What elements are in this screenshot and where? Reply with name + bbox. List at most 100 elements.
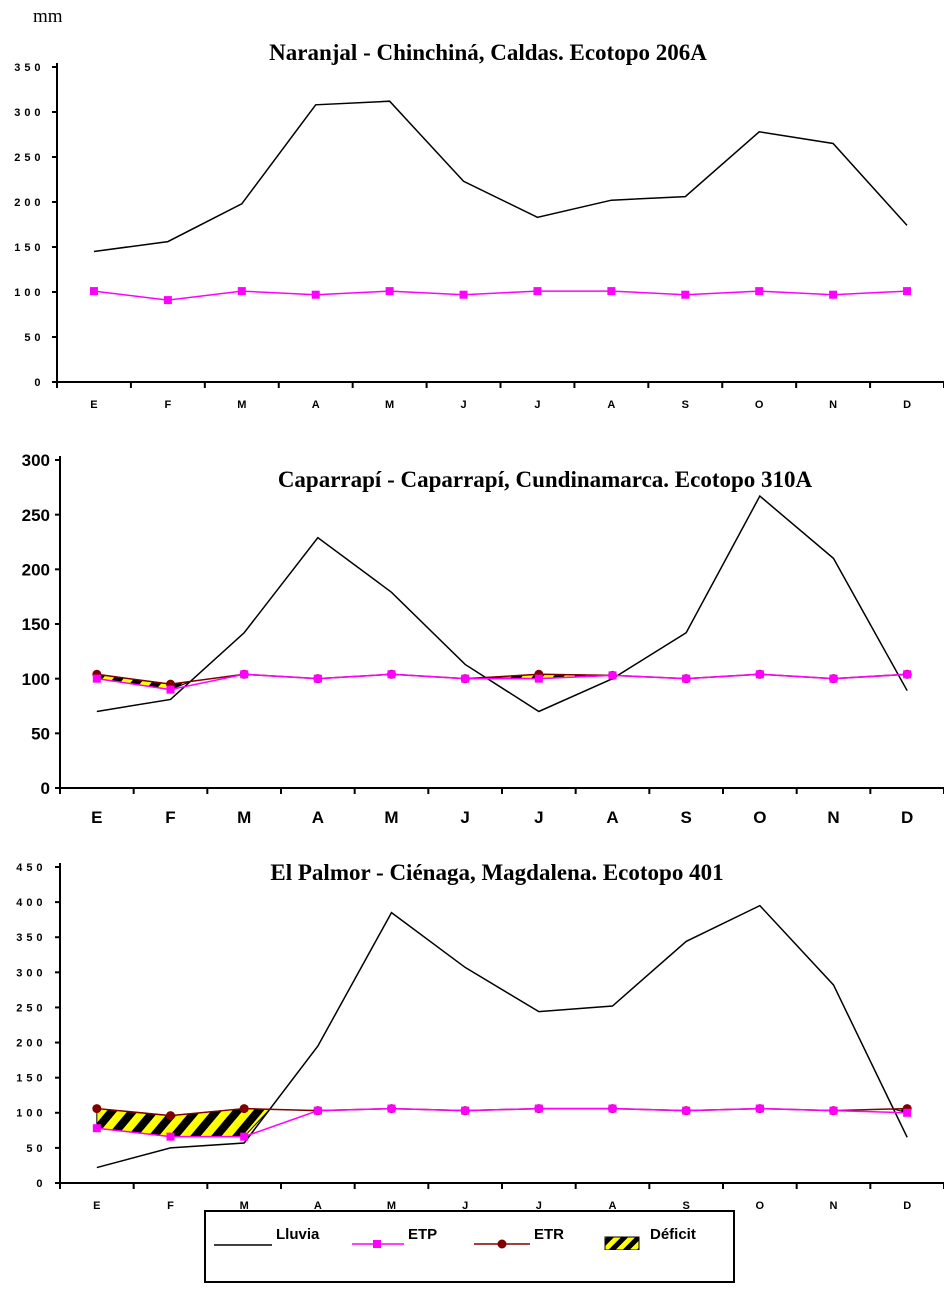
- point-etr: [166, 1111, 175, 1121]
- point-etp: [755, 1104, 764, 1113]
- legend-item-etp: ETP: [352, 1226, 452, 1250]
- point-etp: [533, 287, 542, 296]
- series-line-etp: [93, 290, 908, 301]
- point-etp: [92, 674, 101, 683]
- series-line-lluvia: [96, 904, 908, 1169]
- point-etp: [755, 670, 764, 679]
- point-etp: [681, 290, 690, 299]
- x-tick-label: N: [829, 399, 837, 411]
- point-etp: [311, 290, 320, 299]
- point-etp: [166, 685, 175, 694]
- point-etp: [89, 287, 98, 296]
- chart-title: El Palmor - Ciénaga, Magdalena. Ecotopo …: [270, 860, 723, 885]
- y-tick-label: 3 0 0: [14, 107, 42, 119]
- y-tick-label: 1 0 0: [14, 287, 42, 299]
- point-etp: [461, 1106, 470, 1115]
- y-tick-label: 1 5 0: [14, 242, 42, 254]
- x-tick-label: J: [534, 399, 540, 411]
- y-tick-label: 0: [34, 377, 42, 389]
- legend-label-deficit: Déficit: [650, 1226, 696, 1243]
- y-tick-label: 2 5 0: [16, 1002, 44, 1014]
- x-tick-label: D: [903, 1200, 911, 1212]
- point-etp: [387, 1104, 396, 1113]
- y-tick-label: 3 5 0: [14, 62, 42, 74]
- legend-item-etr: ETR: [474, 1226, 574, 1250]
- x-tick-label: N: [830, 1200, 838, 1212]
- x-tick-label: M: [237, 808, 251, 827]
- point-etp: [755, 287, 764, 296]
- chart-caparrapi: Caparrapí - Caparrapí, Cundinamarca. Eco…: [22, 451, 944, 827]
- point-etp: [92, 1124, 101, 1133]
- point-etp: [313, 1106, 322, 1115]
- legend-label-etr: ETR: [534, 1226, 564, 1243]
- series-line-etp: [96, 1107, 908, 1138]
- legend-swatch-lluvia: [214, 1244, 272, 1246]
- x-tick-label: M: [240, 1200, 249, 1212]
- y-tick-label: 200: [22, 560, 50, 579]
- x-tick-label: S: [682, 1200, 689, 1212]
- x-tick-label: D: [901, 808, 913, 827]
- point-etp: [829, 1106, 838, 1115]
- y-tick-label: 2 0 0: [14, 197, 42, 209]
- y-tick-label: 150: [22, 615, 50, 634]
- point-etp: [387, 670, 396, 679]
- legend-swatch-deficit: [604, 1236, 640, 1250]
- point-etp: [903, 287, 912, 296]
- y-tick-label: 3 0 0: [16, 967, 44, 979]
- x-tick-label: J: [460, 399, 466, 411]
- y-tick-label: 4 0 0: [16, 897, 44, 909]
- chart-title: Naranjal - Chinchiná, Caldas. Ecotopo 20…: [269, 40, 707, 65]
- x-tick-label: O: [755, 399, 764, 411]
- x-tick-label: J: [462, 1200, 468, 1212]
- point-etp: [313, 674, 322, 683]
- x-tick-label: F: [165, 808, 175, 827]
- point-etp: [240, 670, 249, 679]
- x-tick-label: E: [90, 399, 97, 411]
- x-tick-label: O: [756, 1200, 765, 1212]
- point-etp: [534, 1104, 543, 1113]
- y-tick-label: 3 5 0: [16, 932, 44, 944]
- x-tick-label: N: [827, 808, 839, 827]
- y-tick-label: 100: [22, 670, 50, 689]
- series-line-lluvia: [96, 494, 908, 713]
- legend: Lluvia ETP ETR: [204, 1210, 735, 1283]
- unit-label: mm: [33, 6, 63, 27]
- chart-el-palmor: El Palmor - Ciénaga, Magdalena. Ecotopo …: [16, 860, 944, 1212]
- point-etp: [682, 1106, 691, 1115]
- legend-swatch-etp: [352, 1240, 404, 1248]
- chart-title: Caparrapí - Caparrapí, Cundinamarca. Eco…: [278, 467, 813, 492]
- series-line-lluvia: [93, 100, 908, 253]
- point-etp: [240, 1132, 249, 1141]
- y-tick-label: 1 5 0: [16, 1073, 44, 1085]
- y-tick-label: 4 5 0: [16, 862, 44, 874]
- legend-swatch-etr: [474, 1239, 530, 1249]
- y-tick-label: 300: [22, 451, 50, 470]
- point-etp: [461, 674, 470, 683]
- legend-label-lluvia: Lluvia: [276, 1226, 320, 1243]
- point-etp: [903, 1108, 912, 1117]
- point-etp: [534, 674, 543, 683]
- x-tick-label: F: [167, 1200, 174, 1212]
- y-tick-label: 2 0 0: [16, 1038, 44, 1050]
- x-tick-label: A: [312, 808, 324, 827]
- point-etr: [239, 1104, 249, 1114]
- x-tick-label: S: [680, 808, 691, 827]
- y-tick-label: 5 0: [24, 332, 42, 344]
- y-tick-label: 0: [36, 1178, 44, 1190]
- x-tick-label: O: [753, 808, 766, 827]
- series-line-etp: [96, 673, 908, 691]
- x-tick-label: A: [314, 1200, 322, 1212]
- point-etp: [607, 287, 616, 296]
- y-tick-label: 5 0: [26, 1143, 44, 1155]
- x-tick-label: M: [387, 1200, 396, 1212]
- point-etp: [682, 674, 691, 683]
- y-tick-label: 0: [41, 779, 50, 798]
- point-etp: [385, 287, 394, 296]
- x-tick-label: J: [460, 808, 469, 827]
- legend-item-deficit: Déficit: [604, 1226, 734, 1250]
- point-etp: [608, 1104, 617, 1113]
- x-tick-label: J: [534, 808, 543, 827]
- point-etp: [459, 290, 468, 299]
- point-etp: [163, 296, 172, 305]
